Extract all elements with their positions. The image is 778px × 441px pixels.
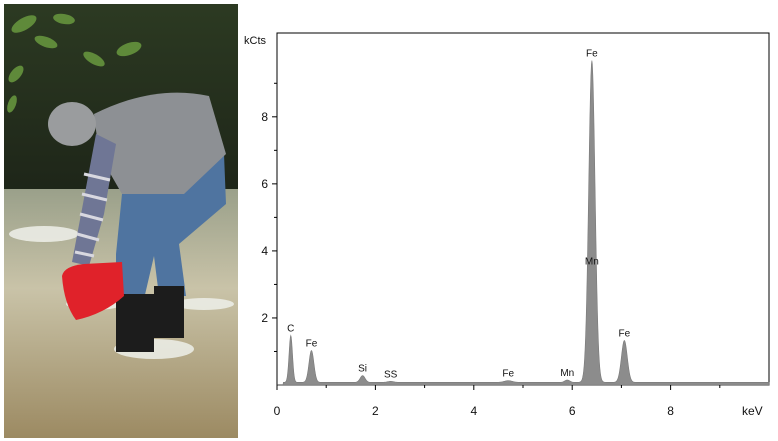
peak-label-mn: Mn: [585, 256, 599, 267]
x-tick-label: 4: [470, 404, 477, 418]
x-tick-label: 0: [274, 404, 281, 418]
x-tick-label: 2: [372, 404, 379, 418]
leaves: [7, 13, 142, 113]
shirt: [94, 92, 226, 194]
hat: [48, 102, 96, 146]
x-axis-label: keV: [742, 404, 763, 418]
x-tick-label: 8: [667, 404, 674, 418]
y-axis-label: kCts: [244, 35, 267, 47]
sleeve-stripes: [74, 172, 111, 258]
x-tick-label: 6: [569, 404, 576, 418]
peak-label-fe: Fe: [502, 369, 514, 380]
peak-label-group: C Fe Si SS Fe Mn Fe Mn Fe: [287, 48, 630, 380]
sleeve: [72, 134, 116, 266]
y-tick-label: 8: [261, 110, 268, 124]
y-tick-label: 4: [261, 244, 268, 258]
peak-label-fe: Fe: [306, 338, 318, 349]
peak-label-si: Si: [358, 364, 367, 375]
peak-label-ss: SS: [384, 369, 398, 380]
peak-label-fe: Fe: [619, 328, 631, 339]
peak-label-mn: Mn: [560, 368, 574, 379]
field-sampling-photo: [4, 4, 238, 438]
spectrum-area: [277, 60, 770, 386]
x-tick-group: 0 2 4 6 8: [274, 385, 721, 418]
boot-left: [116, 294, 154, 352]
y-tick-label: 2: [261, 311, 268, 325]
plot-frame: [276, 32, 770, 386]
peak-label-fe: Fe: [586, 48, 598, 59]
red-bucket: [62, 262, 124, 320]
eds-spectrum-chart: kCts keV 0 2 4 6 8 2 4 6 8 C Fe Si SS Fe Mn Fe Mn Fe: [244, 32, 770, 418]
person: [48, 92, 226, 352]
y-tick-group: 2 4 6 8: [261, 82, 277, 352]
peak-label-c: C: [287, 323, 294, 334]
boot-right: [154, 286, 184, 338]
y-tick-label: 6: [261, 177, 268, 191]
